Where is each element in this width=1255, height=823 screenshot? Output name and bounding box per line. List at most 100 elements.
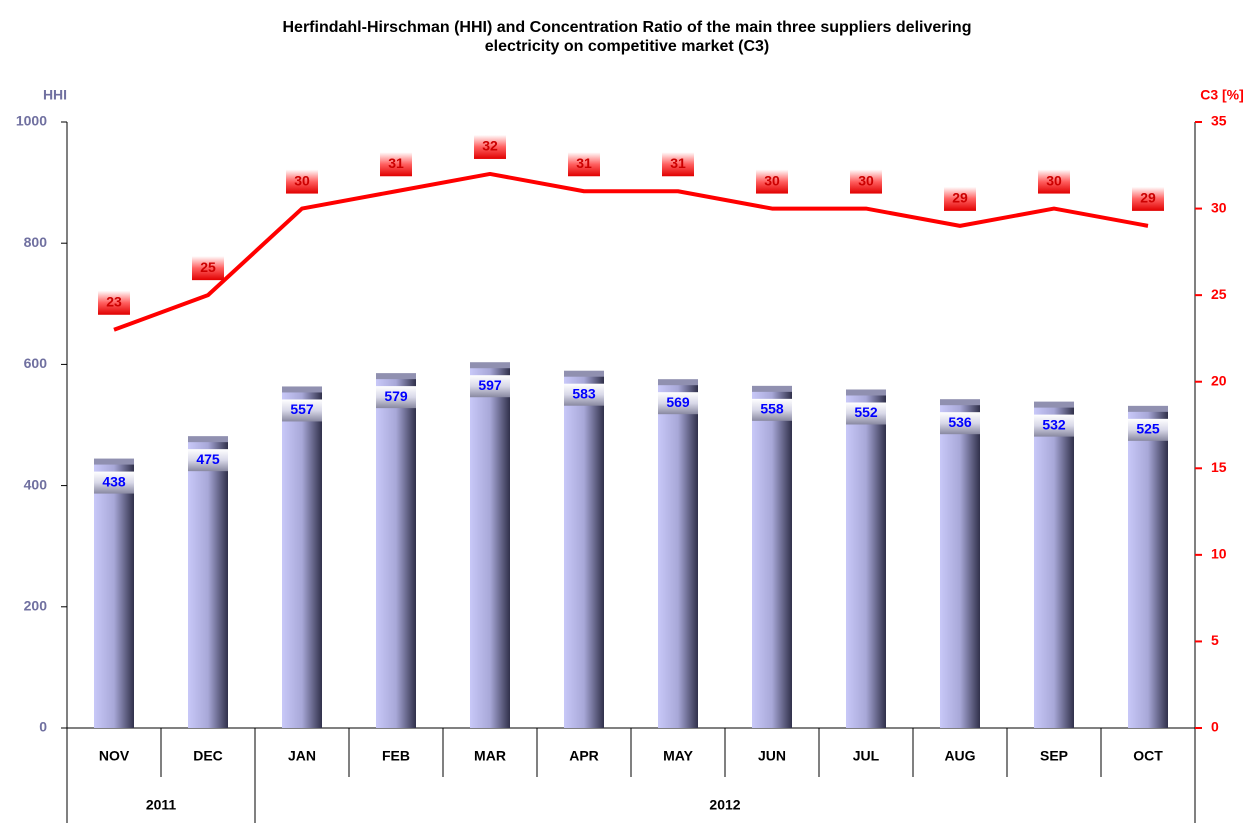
line-value-label: 30 [858, 172, 874, 188]
bar-label-box [1128, 418, 1168, 441]
line-label-box [944, 186, 976, 211]
bar-cap [752, 385, 792, 392]
line-label-box [286, 169, 318, 194]
line-label-box [192, 256, 224, 281]
line [113, 171, 1149, 332]
y2-tick-label: 35 [1211, 113, 1227, 129]
bar [1034, 405, 1074, 728]
x-tick-label: DEC [193, 748, 223, 764]
bar-value-label: 557 [290, 401, 314, 417]
bar-label-box [940, 412, 980, 435]
line-label-box [850, 169, 882, 194]
bar-cap [1034, 401, 1074, 408]
line-value-label: 29 [1140, 190, 1156, 206]
line-value-label: 30 [764, 172, 780, 188]
line-label-box [98, 290, 130, 315]
bar-label-box [282, 399, 322, 422]
bar [940, 403, 980, 728]
line-value-label: 31 [388, 155, 404, 171]
bar-value-label: 558 [760, 401, 784, 417]
x-tick-label: JUN [758, 748, 786, 764]
line-label-box [380, 152, 412, 177]
y2-tick-label: 25 [1211, 286, 1227, 302]
chart-title: Herfindahl-Hirschman (HHI) and Concentra… [282, 19, 972, 55]
x-tick-label: FEB [382, 748, 410, 764]
bar-label-box [1034, 414, 1074, 437]
bar-cap [564, 370, 604, 377]
bar [188, 440, 228, 728]
y2-tick-label: 10 [1211, 546, 1227, 562]
bar [282, 390, 322, 728]
bar-label-box [376, 386, 416, 409]
line-label-box [662, 152, 694, 177]
x-tick-label: OCT [1133, 748, 1163, 764]
bar [94, 462, 134, 728]
x-tick-label: NOV [99, 748, 130, 764]
y-tick-label: 600 [24, 355, 48, 371]
bar [752, 389, 792, 728]
bar [470, 366, 510, 728]
y2-tick-label: 5 [1211, 632, 1219, 648]
bar-label-box [846, 402, 886, 425]
bar-cap [282, 386, 322, 393]
bar-value-label: 569 [666, 394, 690, 410]
bar-cap [940, 399, 980, 406]
x-tick-label: JUL [853, 748, 880, 764]
bar-value-label: 597 [478, 377, 502, 393]
bar-label-box [752, 398, 792, 421]
y-tick-label: 0 [39, 719, 47, 735]
y2-tick-label: 0 [1211, 719, 1219, 735]
x-tick-label: JAN [288, 748, 316, 764]
bar [846, 393, 886, 728]
line-value-label: 25 [200, 259, 216, 275]
line-value-label: 32 [482, 138, 498, 154]
y-tick-label: 400 [24, 476, 48, 492]
bar-cap [658, 379, 698, 386]
y-axis-label: HHI [43, 87, 67, 103]
bar-value-label: 438 [102, 473, 126, 489]
bar-value-label: 579 [384, 388, 408, 404]
y2-tick-label: 15 [1211, 459, 1227, 475]
bar-label-box [94, 471, 134, 494]
line-value-label: 31 [670, 155, 686, 171]
bar-label-box [188, 449, 228, 472]
bar [564, 374, 604, 728]
bar-value-label: 552 [854, 404, 878, 420]
y-tick-label: 1000 [16, 113, 47, 129]
bar-value-label: 583 [572, 385, 596, 401]
bar-value-label: 536 [948, 414, 972, 430]
bar-label-box [658, 392, 698, 415]
x-tick-label: MAR [474, 748, 506, 764]
bar-cap [94, 458, 134, 465]
y-tick-label: 200 [24, 598, 48, 614]
line-value-label: 23 [106, 293, 122, 309]
bar [658, 383, 698, 728]
y2-axis-label: C3 [%] [1200, 87, 1244, 103]
year-label: 2012 [709, 797, 740, 813]
line-label-box [756, 169, 788, 194]
line-value-label: 30 [294, 172, 310, 188]
bar-value-label: 525 [1136, 421, 1160, 437]
bar-value-label: 532 [1042, 416, 1066, 432]
line-value-label: 31 [576, 155, 592, 171]
bar [1128, 409, 1168, 728]
bar-label-box [470, 375, 510, 398]
y2-tick-label: 30 [1211, 199, 1227, 215]
bar-cap [188, 436, 228, 443]
bar-cap [470, 362, 510, 369]
x-tick-label: AUG [944, 748, 975, 764]
x-tick-label: SEP [1040, 748, 1068, 764]
bar [376, 377, 416, 728]
line-value-label: 29 [952, 190, 968, 206]
bar-cap [376, 373, 416, 380]
y2-tick-label: 20 [1211, 372, 1227, 388]
bar-cap [1128, 405, 1168, 412]
bar-cap [846, 389, 886, 396]
bar-label-box [564, 383, 604, 406]
line-label-box [568, 152, 600, 177]
line-label-box [474, 134, 506, 159]
line-value-label: 30 [1046, 172, 1062, 188]
line-label-box [1038, 169, 1070, 194]
